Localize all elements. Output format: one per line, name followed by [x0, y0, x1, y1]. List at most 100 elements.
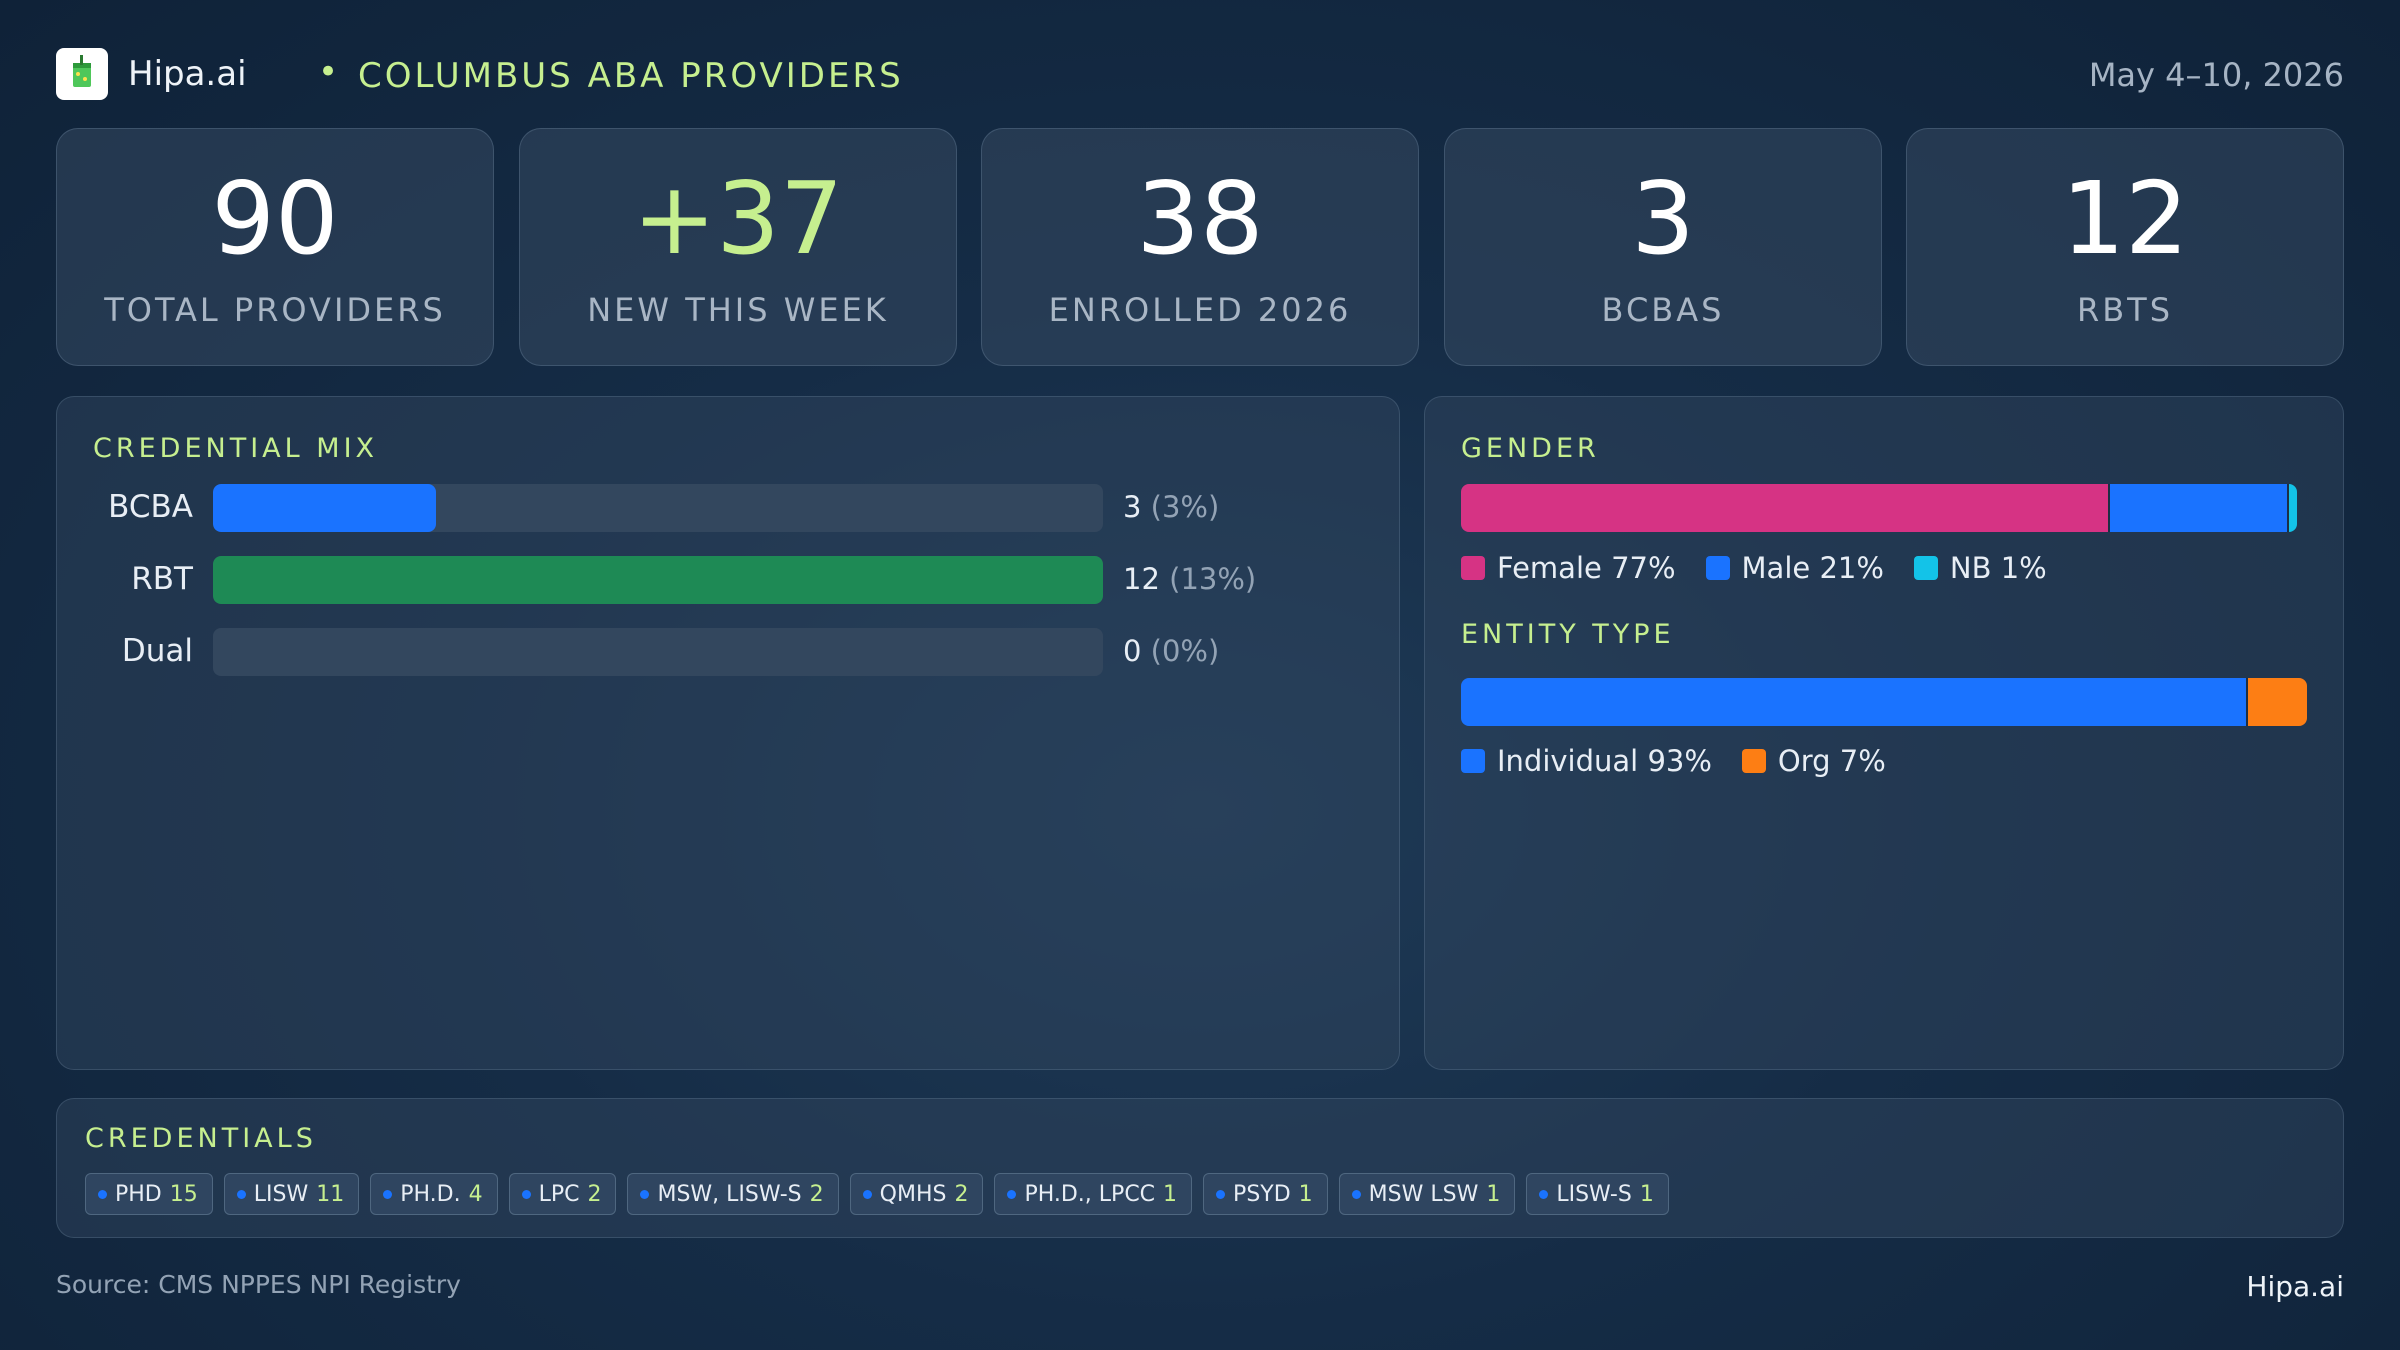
gender-segment [2108, 484, 2287, 532]
legend-item: Female 77% [1461, 551, 1676, 585]
chip-count: 1 [1298, 1181, 1313, 1207]
chip-count: 2 [954, 1181, 969, 1207]
legend-item: Org 7% [1741, 744, 1886, 778]
stat-value: 12 [2061, 160, 2189, 277]
credential-chip[interactable]: LPC 2 [508, 1173, 617, 1215]
bar-fill-bcba [213, 484, 436, 532]
chip-name: MSW LSW [1368, 1181, 1479, 1207]
date-range: May 4–10, 2026 [2088, 56, 2344, 94]
demographics-panel: GENDER Female 77% Male 21% NB 1% ENTITY TY… [1424, 396, 2344, 1070]
credential-chip[interactable]: LISW 11 [223, 1173, 360, 1215]
title-separator: • [318, 52, 339, 92]
drink-cup-icon [66, 54, 98, 94]
credential-chip[interactable]: PSYD 1 [1203, 1173, 1328, 1215]
app-logo[interactable] [56, 48, 108, 100]
legend-label: NB 1% [1949, 551, 2047, 585]
bar-label-rbt: RBT [131, 561, 193, 597]
chip-name: PSYD [1233, 1181, 1291, 1207]
bullet-dot-icon [521, 1189, 531, 1199]
brand-name[interactable]: Hipa.ai [128, 54, 247, 94]
gender-segment [2286, 484, 2297, 532]
legend-label: Female 77% [1497, 551, 1676, 585]
credential-chip[interactable]: MSW LSW 1 [1338, 1173, 1516, 1215]
stat-card-total-providers: 90 TOTAL PROVIDERS [56, 128, 494, 366]
stat-card-bcbas: 3 BCBAS [1444, 128, 1882, 366]
bar-track-rbt [213, 556, 1103, 604]
footer-brand[interactable]: Hipa.ai [2246, 1270, 2344, 1303]
chip-count: 4 [468, 1181, 483, 1207]
credential-chip[interactable]: PH.D., LPCC 1 [994, 1173, 1193, 1215]
legend-swatch [1741, 749, 1766, 773]
credential-chips: PHD 15 LISW 11 PH.D. 4 LPC 2 MSW, LISW-S 2 QMHS 2 PH… [85, 1173, 1680, 1215]
legend-swatch [1461, 556, 1485, 580]
header: Hipa.ai • COLUMBUS ABA PROVIDERS May 4–1… [56, 48, 2344, 100]
credential-mix-panel: CREDENTIAL MIX BCBA 3 (3%) RBT 12 (13%) … [56, 396, 1400, 1070]
section-title-entity-type: ENTITY TYPE [1461, 619, 1675, 650]
legend-item: Individual 93% [1461, 744, 1712, 778]
chip-name: PHD [115, 1181, 162, 1207]
bullet-dot-icon [98, 1189, 107, 1199]
credential-chip[interactable]: LISW-S 1 [1526, 1173, 1669, 1215]
section-title: CREDENTIAL MIX [93, 433, 379, 464]
credential-chip[interactable]: MSW, LISW-S 2 [627, 1173, 839, 1215]
section-title-credentials: CREDENTIALS [85, 1123, 317, 1154]
stat-label: TOTAL PROVIDERS [104, 291, 446, 329]
bar-track-dual [213, 628, 1103, 676]
credential-chip[interactable]: PH.D. 4 [370, 1173, 498, 1215]
bar-label-dual: Dual [121, 633, 193, 669]
legend-item: Male 21% [1705, 551, 1884, 585]
chip-name: LISW [253, 1181, 309, 1207]
stat-label: BCBAS [1601, 291, 1725, 329]
bullet-dot-icon [1539, 1189, 1549, 1199]
stat-label: NEW THIS WEEK [587, 291, 889, 329]
chip-name: LPC [538, 1181, 580, 1207]
gender-legend: Female 77% Male 21% NB 1% [1461, 551, 2077, 585]
credential-chip[interactable]: PHD 15 [85, 1173, 213, 1215]
stat-card-rbts: 12 RBTS [1906, 128, 2344, 366]
chip-count: 15 [169, 1181, 198, 1207]
legend-item: NB 1% [1913, 551, 2047, 585]
chip-count: 2 [809, 1181, 824, 1207]
entity-type-stacked-bar [1461, 678, 2307, 726]
chip-count: 1 [1163, 1181, 1178, 1207]
bullet-dot-icon [1351, 1189, 1361, 1199]
stat-value: 90 [211, 160, 339, 277]
legend-swatch [1705, 556, 1730, 580]
stat-label: RBTS [2076, 291, 2174, 329]
credential-chip[interactable]: QMHS 2 [849, 1173, 984, 1215]
legend-swatch [1913, 556, 1938, 580]
bullet-dot-icon [1007, 1189, 1017, 1199]
section-title-gender: GENDER [1461, 433, 1600, 464]
chip-name: LISW-S [1556, 1181, 1632, 1207]
bar-fill-rbt [213, 556, 1103, 604]
bullet-dot-icon [1216, 1189, 1226, 1199]
legend-label: Individual 93% [1497, 744, 1712, 778]
bar-value-dual: 0 (0%) [1123, 634, 1220, 668]
bullet-dot-icon [862, 1189, 872, 1199]
bullet-dot-icon [383, 1189, 393, 1199]
data-source: Source: CMS NPPES NPI Registry [56, 1270, 461, 1299]
gender-segment [1461, 484, 2109, 532]
chip-name: PH.D. [400, 1181, 461, 1207]
entity-type-segment [1461, 678, 2246, 726]
bar-value-bcba: 3 (3%) [1123, 490, 1220, 524]
credentials-panel: CREDENTIALS PHD 15 LISW 11 PH.D. 4 LPC 2 MSW, LI… [56, 1098, 2344, 1238]
bullet-dot-icon [236, 1189, 246, 1199]
stat-value: 3 [1631, 160, 1695, 277]
chip-count: 1 [1639, 1181, 1654, 1207]
chip-count: 1 [1486, 1181, 1501, 1207]
page-title: COLUMBUS ABA PROVIDERS [358, 56, 904, 96]
legend-label: Org 7% [1777, 744, 1886, 778]
stat-value: 38 [1136, 160, 1264, 277]
bar-track-bcba [213, 484, 1103, 532]
stat-card-new-this-week: +37 NEW THIS WEEK [519, 128, 957, 366]
bar-label-bcba: BCBA [108, 489, 193, 525]
chip-count: 11 [316, 1181, 345, 1207]
legend-label: Male 21% [1741, 551, 1884, 585]
bar-value-rbt: 12 (13%) [1123, 562, 1257, 596]
stat-value: +37 [632, 160, 844, 277]
chip-name: PH.D., LPCC [1024, 1181, 1156, 1207]
legend-swatch [1461, 749, 1485, 773]
stat-label: ENROLLED 2026 [1048, 291, 1352, 329]
entity-type-segment [2245, 678, 2307, 726]
